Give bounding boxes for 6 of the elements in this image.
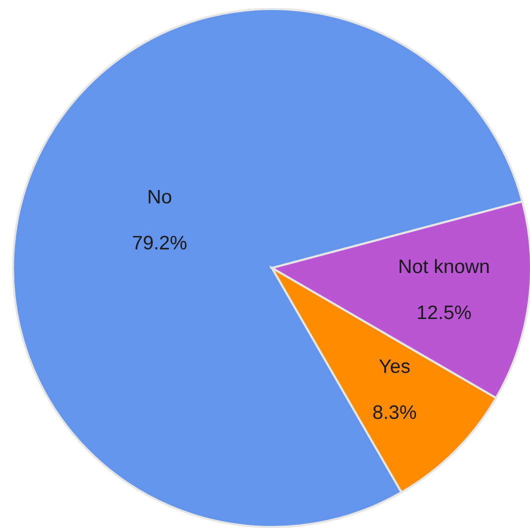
data-label: 79.2%	[133, 236, 186, 250]
data-label: 8.3%	[373, 405, 416, 420]
slice-label: Not known	[400, 258, 489, 274]
slice-label: Yes	[379, 359, 410, 374]
data-label: 12.5%	[418, 305, 471, 320]
slice-label: No	[148, 190, 172, 204]
